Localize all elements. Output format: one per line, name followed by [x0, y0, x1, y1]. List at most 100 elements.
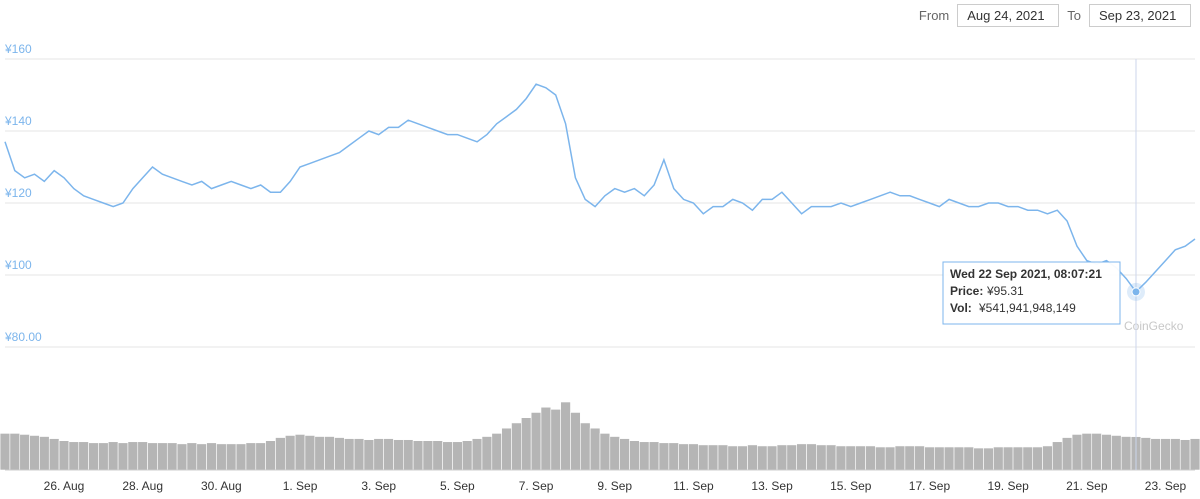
volume-bar	[29, 435, 40, 471]
volume-bar	[953, 446, 965, 471]
volume-bar	[481, 436, 493, 471]
to-input[interactable]: Sep 23, 2021	[1089, 4, 1191, 27]
volume-bar	[1101, 434, 1112, 471]
volume-bar	[894, 445, 906, 471]
volume-bar	[825, 444, 837, 471]
volume-bar	[324, 436, 335, 471]
watermark: CoinGecko	[1124, 319, 1184, 333]
volume-bar	[422, 440, 434, 471]
volume-bar	[19, 434, 30, 471]
volume-bar	[1091, 433, 1102, 471]
volume-bar	[412, 440, 424, 471]
volume-bar	[963, 446, 975, 471]
volume-bar	[737, 445, 748, 471]
volume-bar	[865, 445, 876, 471]
volume-bar	[629, 440, 640, 471]
volume-bar	[796, 443, 807, 471]
tooltip-price-label: Price:	[950, 284, 983, 298]
volume-bar	[1081, 433, 1093, 471]
volume-bar	[58, 440, 70, 471]
volume-bar	[294, 434, 306, 471]
x-tick-label: 17. Sep	[909, 479, 951, 493]
volume-bar	[1002, 446, 1014, 471]
tooltip: Wed 22 Sep 2021, 08:07:21 Price: ¥95.31 Vol…	[942, 261, 1121, 325]
volume-bar	[39, 436, 50, 471]
volume-bar	[255, 442, 266, 471]
volume-bar	[9, 433, 21, 471]
volume-bar	[993, 446, 1004, 471]
volume-bar	[68, 441, 80, 471]
y-tick-label: ¥100	[4, 258, 32, 272]
y-tick-label: ¥80.00	[4, 330, 42, 344]
from-label: From	[918, 8, 950, 23]
volume-bar	[707, 444, 719, 471]
volume-bar	[973, 447, 984, 471]
volume-bar	[1042, 445, 1053, 471]
volume-bar	[117, 442, 129, 471]
volume-bar	[383, 438, 394, 471]
volume-bar	[442, 441, 453, 471]
volume-bar	[619, 438, 630, 471]
volume-bar	[235, 443, 247, 471]
volume-bar	[698, 444, 709, 471]
hover-point	[1131, 287, 1141, 297]
volume-bar	[275, 437, 286, 471]
volume-bar	[678, 443, 689, 471]
volume-bar	[648, 441, 660, 471]
volume-bar	[717, 444, 729, 471]
to-label: To	[1067, 8, 1081, 23]
volume-bar	[580, 422, 591, 471]
volume-bar	[393, 439, 404, 471]
y-tick-label: ¥160	[4, 42, 32, 56]
volume-bar	[599, 433, 611, 471]
volume-bar	[609, 436, 620, 471]
volume-bar	[835, 445, 847, 471]
volume-bar	[1160, 438, 1171, 471]
volume-bar	[521, 417, 532, 471]
volume-bar	[157, 442, 168, 471]
volume-bar	[904, 445, 916, 471]
volume-bar	[747, 444, 758, 471]
volume-bar	[757, 445, 768, 471]
volume-bar	[216, 443, 227, 471]
volume-bar	[1170, 438, 1181, 471]
tooltip-price: ¥95.31	[986, 284, 1024, 298]
x-tick-label: 1. Sep	[283, 479, 318, 493]
volume-bar	[176, 443, 188, 471]
volume-bar	[1032, 446, 1043, 471]
volume-bar	[1071, 434, 1083, 471]
x-tick-label: 3. Sep	[361, 479, 396, 493]
volume-bar	[147, 442, 158, 471]
volume-bar	[943, 446, 955, 471]
volume-bar	[1061, 437, 1073, 471]
x-tick-label: 26. Aug	[44, 479, 85, 493]
volume-bar	[1111, 435, 1122, 471]
volume-bar	[284, 435, 296, 471]
volume-bar	[1120, 436, 1132, 471]
volume-bar	[501, 427, 512, 471]
volume-bar	[884, 446, 896, 471]
volume-bar	[265, 440, 276, 471]
volume-bar	[1140, 437, 1152, 471]
volume-bar	[462, 440, 473, 471]
volume-bar	[1179, 439, 1191, 471]
volume-bar	[1189, 438, 1200, 471]
volume-bar	[530, 412, 542, 471]
volume-bar	[983, 447, 994, 471]
volume-bar	[245, 442, 257, 471]
from-input[interactable]: Aug 24, 2021	[957, 4, 1060, 27]
volume-bar	[934, 446, 945, 471]
x-tick-label: 19. Sep	[987, 479, 1029, 493]
volume-bar	[570, 412, 581, 471]
volume-bar	[206, 442, 217, 471]
y-tick-label: ¥140	[4, 114, 32, 128]
volume-bar	[914, 445, 925, 471]
tooltip-box	[942, 261, 1121, 325]
volume-bar	[668, 442, 679, 471]
volume-bar	[98, 442, 109, 471]
date-range: From Aug 24, 2021 To Sep 23, 2021	[919, 4, 1191, 27]
tooltip-volume: ¥541,941,948,149	[978, 301, 1076, 315]
volume-bar	[511, 422, 522, 471]
x-tick-label: 9. Sep	[597, 479, 632, 493]
